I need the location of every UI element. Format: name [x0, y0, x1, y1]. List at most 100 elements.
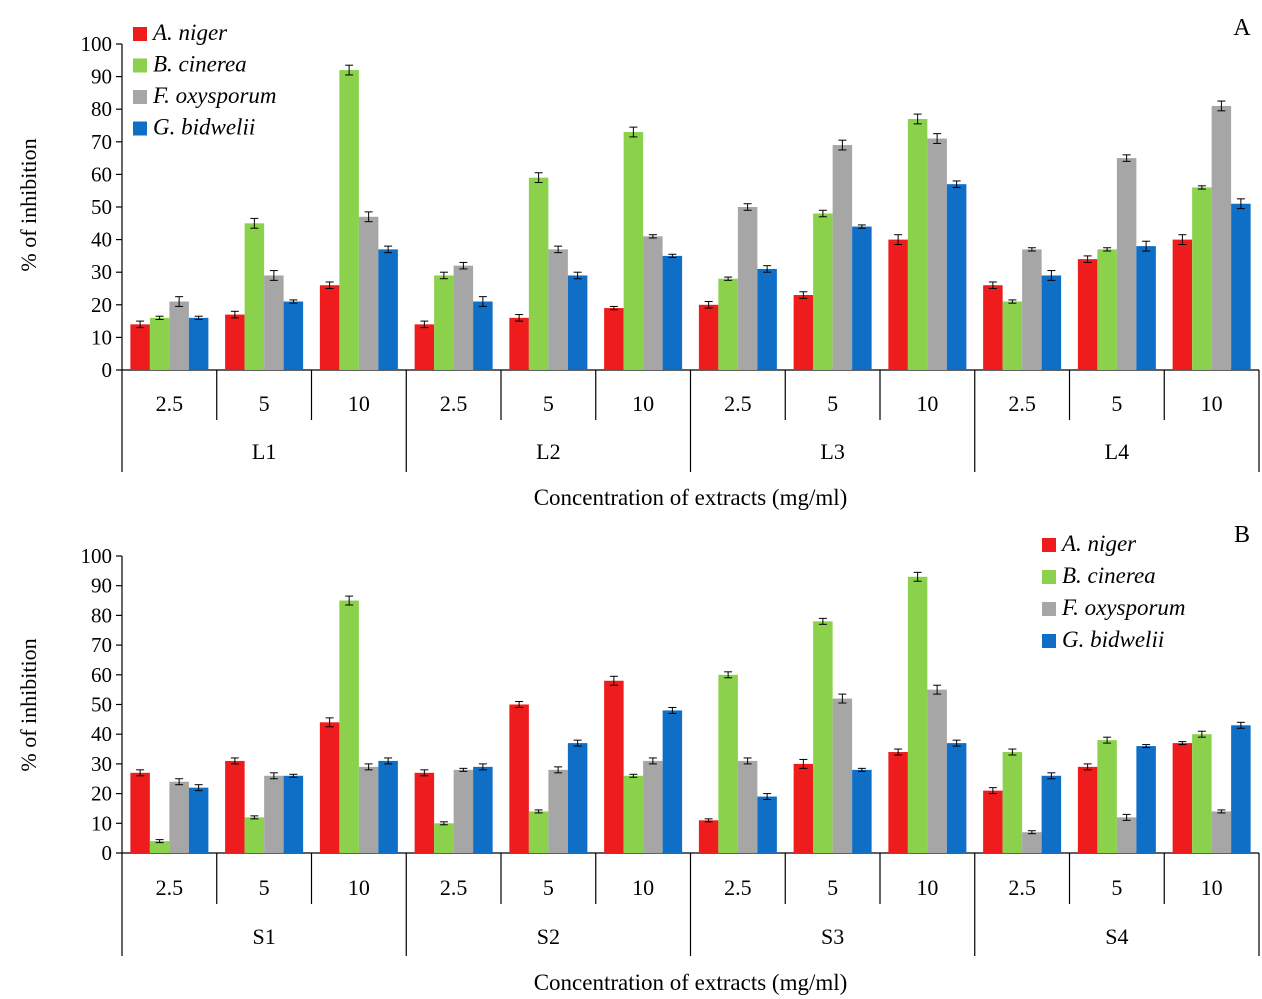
bar	[698, 304, 719, 370]
bar	[1077, 259, 1098, 370]
bar	[907, 118, 928, 370]
chart-panel-B: 0 10 20 30 40 50 60 70 80 90 100 2.5 5 10 2.5 5 10 2.5 5 10…	[16, 522, 1260, 995]
bar	[149, 317, 170, 370]
bar	[264, 275, 284, 370]
y-tick-label: 30	[91, 752, 112, 776]
bar	[1097, 740, 1117, 853]
bar	[737, 207, 758, 370]
y-tick-label: 10	[91, 325, 112, 349]
y-tick-label: 30	[91, 260, 112, 284]
bar	[528, 811, 549, 853]
group-label: L3	[820, 439, 844, 464]
bar	[757, 268, 777, 370]
bar	[737, 760, 758, 853]
bar	[888, 239, 908, 370]
y-tick-label: 0	[102, 841, 113, 865]
bar	[983, 790, 1003, 853]
bar	[852, 769, 872, 853]
y-tick-label: 70	[91, 130, 112, 154]
bar	[888, 752, 908, 853]
bar	[623, 775, 644, 853]
legend: A. niger B. cinerea F. oxysporum G. bidweli…	[1042, 531, 1186, 652]
legend-label: F. oxysporum	[1061, 595, 1186, 620]
bar	[927, 138, 947, 370]
bar	[283, 301, 304, 370]
y-tick-label: 20	[91, 782, 112, 806]
bar	[832, 698, 853, 853]
category-label: 10	[632, 875, 654, 900]
category-label: 2.5	[156, 875, 184, 900]
legend-label: A. niger	[1060, 531, 1137, 556]
chart-panel-A: 0 10 20 30 40 50 60 70 80 90 100 2.5 5 10 2.5 5 10 2.5 5 10…	[16, 15, 1260, 510]
y-tick-label: 70	[91, 633, 112, 657]
group-label: S3	[821, 924, 844, 949]
category-label: 5	[1111, 875, 1122, 900]
y-tick-label: 20	[91, 293, 112, 317]
y-tick-label: 0	[102, 358, 113, 382]
category-label: 2.5	[156, 391, 184, 416]
y-tick-label: 40	[91, 228, 112, 252]
category-label: 10	[348, 391, 370, 416]
bar	[623, 132, 644, 370]
y-axis-label: % of inhibition	[16, 638, 41, 771]
y-axis-label: % of inhibition	[16, 138, 41, 271]
category-label: 5	[827, 875, 838, 900]
bar	[1116, 817, 1137, 853]
bar	[188, 787, 209, 853]
legend-label: B. cinerea	[153, 52, 247, 77]
bar	[946, 184, 967, 370]
bar	[509, 704, 529, 853]
legend-swatch	[1042, 602, 1056, 616]
bar	[473, 766, 493, 853]
category-label: 10	[916, 875, 938, 900]
legend-label: G. bidwelii	[153, 115, 255, 140]
legend-label: B. cinerea	[1062, 563, 1156, 588]
bar	[1136, 246, 1156, 370]
bar	[662, 255, 683, 370]
bar	[1022, 832, 1042, 853]
bar	[169, 301, 189, 370]
bar	[414, 324, 435, 370]
bar	[453, 769, 474, 853]
category-label: 5	[259, 875, 270, 900]
legend-label: F. oxysporum	[152, 83, 277, 108]
bar	[1172, 743, 1193, 853]
bar	[1136, 746, 1156, 853]
category-label: 5	[1111, 391, 1122, 416]
category-label: 10	[916, 391, 938, 416]
legend: A. niger B. cinerea F. oxysporum G. bidweli…	[133, 20, 277, 140]
bar	[378, 760, 398, 853]
bar	[1077, 766, 1098, 853]
bar	[793, 763, 814, 853]
x-axis-label: Concentration of extracts (mg/ml)	[534, 485, 848, 510]
legend-swatch	[133, 121, 147, 136]
bar	[434, 823, 454, 853]
bar	[319, 285, 340, 370]
bar	[169, 781, 189, 853]
category-label: 2.5	[440, 875, 468, 900]
bar	[1172, 239, 1193, 370]
panel-label: A	[1233, 15, 1251, 41]
y-tick-label: 10	[91, 811, 112, 835]
bar	[244, 817, 265, 853]
bar	[130, 772, 150, 853]
bar	[264, 775, 284, 853]
bar	[378, 249, 398, 370]
bar	[1097, 249, 1117, 370]
bar	[358, 216, 379, 370]
bar	[927, 689, 947, 853]
bar	[528, 177, 549, 370]
bar	[1211, 105, 1232, 370]
category-label: 5	[543, 391, 554, 416]
bar	[604, 680, 624, 853]
bar	[698, 820, 719, 853]
y-tick-label: 90	[91, 574, 112, 598]
bar	[1231, 725, 1251, 853]
y-tick-label: 60	[91, 162, 112, 186]
y-tick-label: 60	[91, 663, 112, 687]
bar	[130, 324, 150, 370]
bar	[604, 308, 624, 370]
category-label: 5	[259, 391, 270, 416]
bar	[339, 70, 359, 370]
bar	[907, 576, 928, 853]
